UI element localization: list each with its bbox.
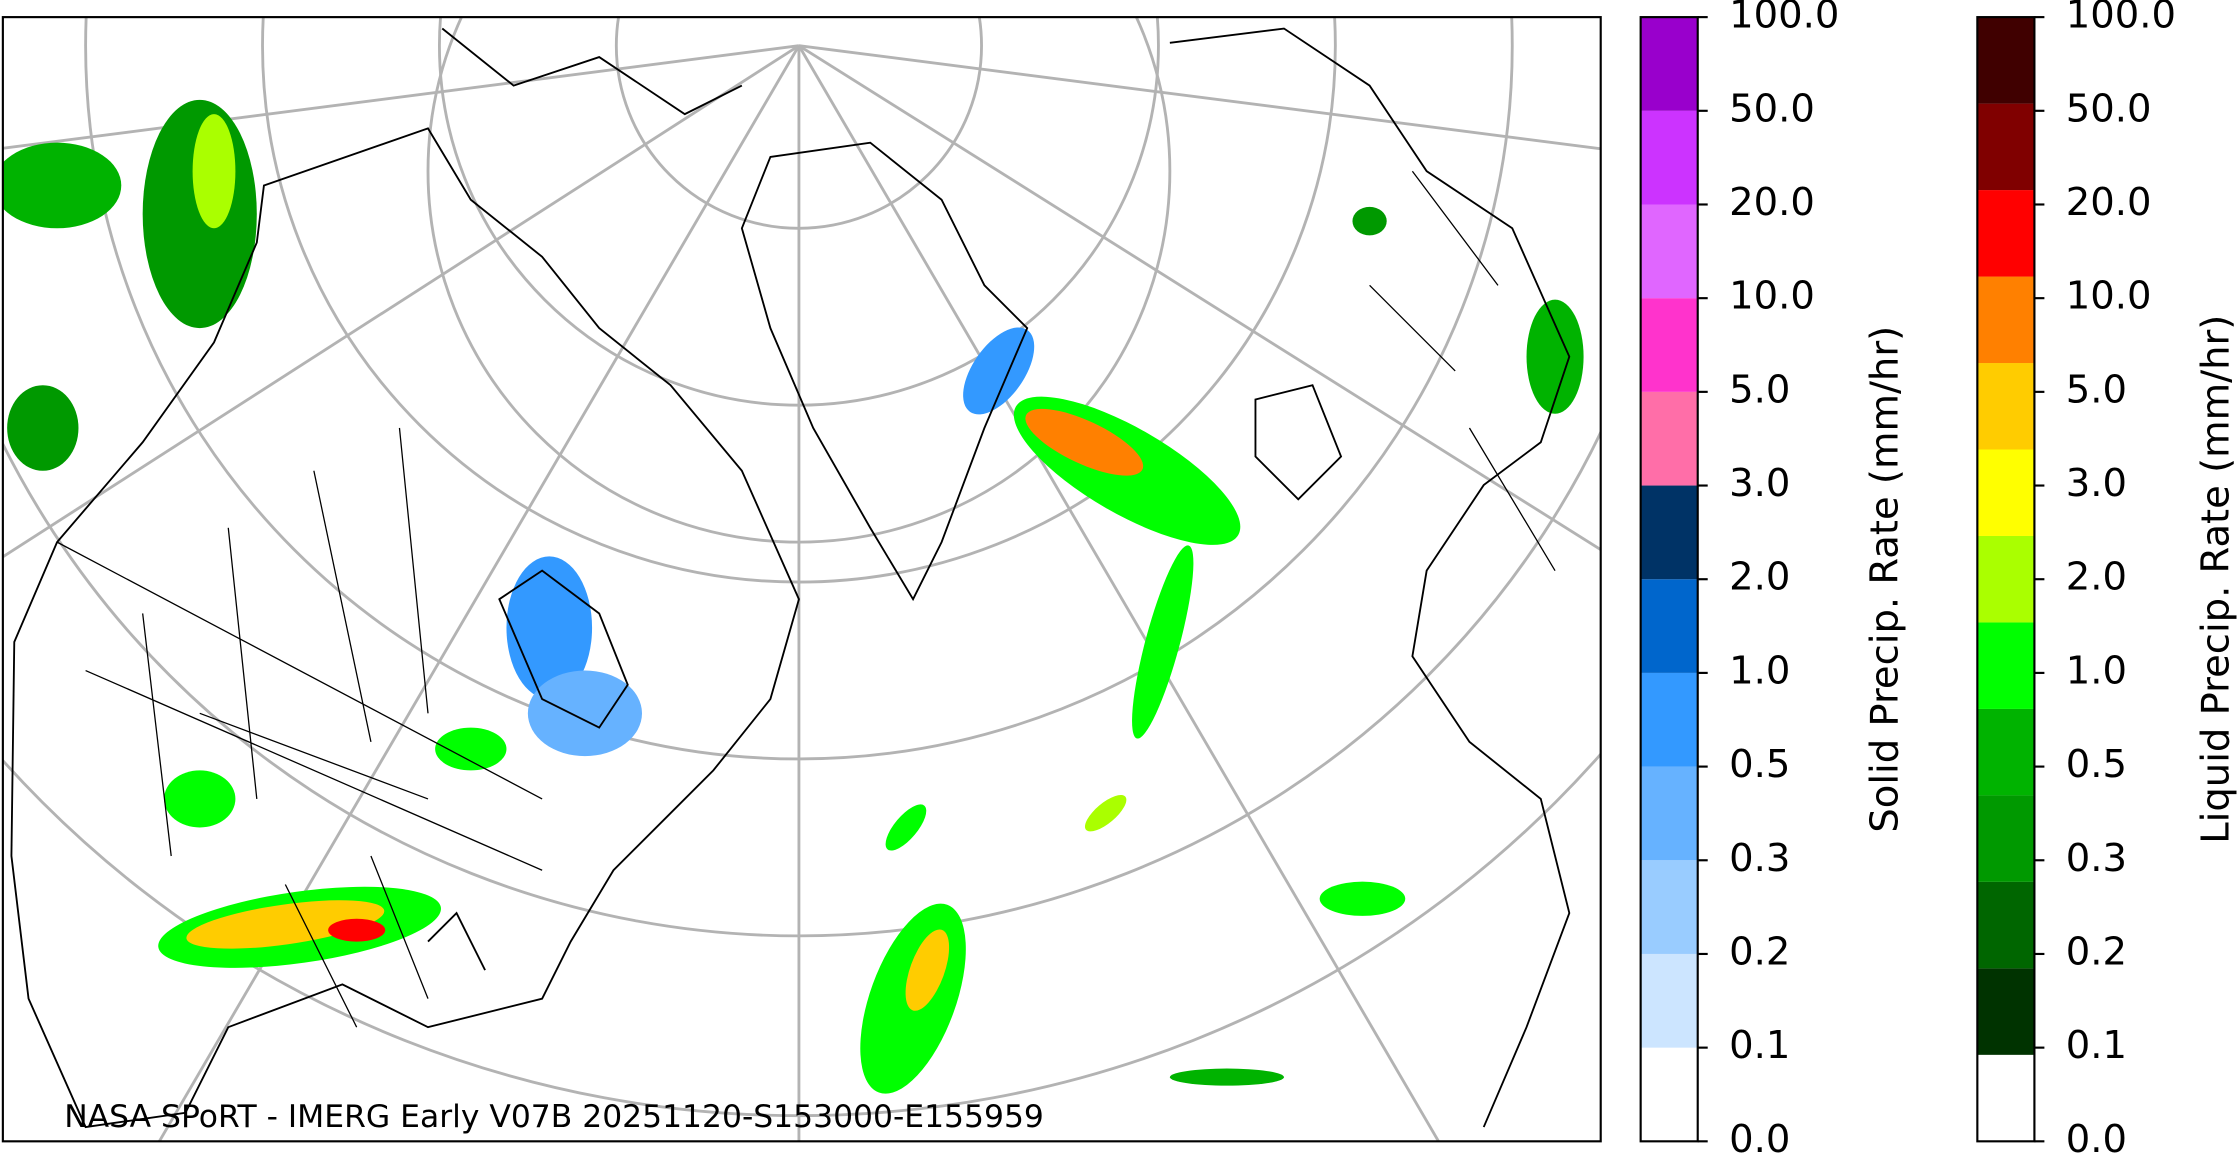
colorbar-tick-label: 5.0 (1729, 367, 1790, 412)
colorbar-tick-label: 0.1 (2066, 1023, 2127, 1068)
colorbar-segment (1977, 795, 2035, 882)
colorbar-tick-label: 20.0 (2066, 180, 2152, 225)
colorbar-segment (1977, 535, 2035, 623)
colorbar-tick-label: 1.0 (2066, 648, 2127, 693)
colorbar-tick-label: 100.0 (1729, 0, 1839, 38)
colorbar-segment (1640, 860, 1698, 954)
coastlines (10, 27, 1571, 1129)
colorbar-segment (1640, 672, 1698, 767)
colorbar-tick-label: 0.5 (1729, 742, 1790, 787)
colorbar-segment (1640, 579, 1698, 673)
colorbar-tick-label: 0.3 (1729, 836, 1790, 881)
colorbar-tick-label: 5.0 (2066, 367, 2127, 412)
colorbar-tick-label: 10.0 (1729, 274, 1815, 319)
caption: NASA SPoRT - IMERG Early V07B 20251120-S… (64, 1099, 1044, 1135)
colorbar-segment (1977, 968, 2035, 1055)
colorbar-tick-label: 3.0 (2066, 461, 2127, 506)
colorbar-tick-label: 2.0 (1729, 555, 1790, 600)
colorbar-segment (1640, 17, 1698, 111)
colorbar: 0.0 0.1 0.2 0.3 0.5 1.0 2.0 3.0 5.0 10.0 20.0 50.0 1… (1976, 0, 2237, 1162)
colorbar-label: Liquid Precip. Rate (mm/hr) (2193, 315, 2237, 844)
colorbar-tick-label: 0.3 (2066, 836, 2127, 881)
colorbar-segment (1640, 766, 1698, 861)
colorbar-segment (1977, 17, 2035, 104)
colorbar-tick-label: 0.2 (1729, 929, 1790, 974)
colorbar-segment (1977, 449, 2035, 536)
colorbar-tick-label: 0.5 (2066, 742, 2127, 787)
colorbar: 0.0 0.1 0.2 0.3 0.5 1.0 2.0 3.0 5.0 10.0 20.0 50.0 1… (1639, 0, 1907, 1162)
colorbar-segment (1640, 391, 1698, 486)
colorbar-tick-label: 0.0 (1729, 1117, 1790, 1162)
colorbar-tick-label: 100.0 (2066, 0, 2176, 38)
colorbar-segment (1640, 110, 1698, 205)
colorbar-tick-label: 50.0 (2066, 86, 2152, 131)
colorbar-tick-label: 2.0 (2066, 555, 2127, 600)
colorbar-tick-label: 50.0 (1729, 86, 1815, 131)
colorbar-segment (1977, 1054, 2035, 1142)
colorbar-segment (1977, 881, 2035, 969)
colorbar-tick-label: 0.2 (2066, 929, 2127, 974)
colorbar-tick-label: 10.0 (2066, 274, 2152, 319)
borders (56, 170, 1556, 1028)
map: NASA SPoRT - IMERG Early V07B 20251120-S… (2, 17, 1601, 1142)
colorbar-segment (1977, 363, 2035, 450)
colorbar-tick-label: 0.0 (2066, 1117, 2127, 1162)
colorbar-segment (1977, 103, 2035, 191)
colorbar-segment (1640, 485, 1698, 580)
colorbar-segment (1977, 708, 2035, 796)
colorbar-label: Solid Precip. Rate (mm/hr) (1862, 326, 1907, 833)
colorbar-tick-label: 0.1 (1729, 1023, 1790, 1068)
colorbar-segment (1640, 204, 1698, 299)
colorbar-segment (1977, 190, 2035, 277)
colorbar-segment (1977, 622, 2035, 709)
colorbar-tick-label: 3.0 (1729, 461, 1790, 506)
colorbar-segment (1640, 953, 1698, 1048)
colorbar-segment (1640, 298, 1698, 392)
colorbar-segment (1977, 276, 2035, 364)
colorbar-tick-label: 1.0 (1729, 648, 1790, 693)
map-frame (1, 16, 1602, 1143)
colorbar-segment (1640, 1047, 1698, 1142)
colorbar-tick-label: 20.0 (1729, 180, 1815, 225)
